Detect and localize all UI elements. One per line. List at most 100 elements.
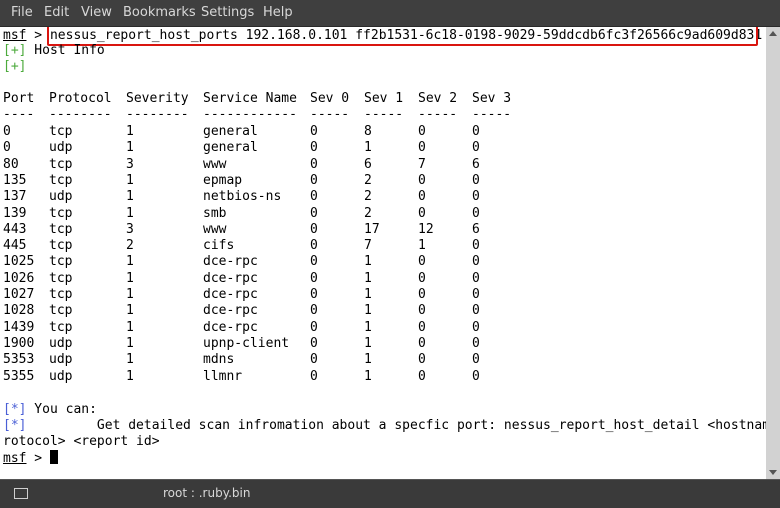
cell-protocol: tcp xyxy=(49,319,73,335)
cell-sev1: Sev 1 xyxy=(364,91,404,106)
menu-settings[interactable]: Settings xyxy=(201,5,255,20)
cell-sev1: 1 xyxy=(364,319,372,335)
cell-protocol: udp xyxy=(49,189,73,205)
cell-protocol: tcp xyxy=(49,124,73,139)
cell-sev2: 0 xyxy=(418,124,426,139)
help-line-3: rotocol> <report id> xyxy=(3,434,160,450)
cell-protocol: udp xyxy=(49,140,73,156)
cell-service-name: dce-rpc xyxy=(203,319,258,335)
cell-sev1: 8 xyxy=(364,124,372,139)
terminal-output[interactable]: msf > nessus_report_host_ports 192.168.0… xyxy=(0,27,766,479)
cell-sev1: 1 xyxy=(364,270,372,286)
cell-severity: 3 xyxy=(126,221,134,237)
cell-sev0: 0 xyxy=(310,124,318,139)
cell-service-name: ------------ xyxy=(203,107,297,122)
host-info-text: Host Info xyxy=(26,43,105,58)
cell-sev2: 7 xyxy=(418,156,426,172)
taskbar-window-title[interactable]: root : .ruby.bin xyxy=(163,486,251,500)
cell-sev0: 0 xyxy=(310,172,318,188)
info-marker: [*] xyxy=(3,402,27,417)
prompt-symbol: > xyxy=(26,28,50,43)
cell-sev3: 6 xyxy=(472,156,480,172)
cell-protocol: udp xyxy=(49,368,73,384)
cell-sev0: 0 xyxy=(310,205,318,221)
cell-service-name: netbios-ns xyxy=(203,189,282,205)
current-prompt-line: msf > xyxy=(3,450,58,466)
cell-severity: 2 xyxy=(126,238,134,254)
cell-service-name: general xyxy=(203,124,258,139)
cell-sev2: ----- xyxy=(418,107,458,122)
terminal-icon[interactable] xyxy=(14,488,28,499)
help-you-can: You can: xyxy=(26,402,97,417)
cell-sev2: 0 xyxy=(418,352,426,368)
cell-service-name: epmap xyxy=(203,172,243,188)
cell-port: 0 xyxy=(3,140,11,156)
menu-file[interactable]: File xyxy=(11,5,33,20)
cell-service-name: mdns xyxy=(203,352,235,368)
cell-sev2: 0 xyxy=(418,205,426,221)
cell-sev1: 1 xyxy=(364,140,372,156)
command-highlight-box xyxy=(47,27,758,46)
cell-sev2: 0 xyxy=(418,189,426,205)
cell-severity: 1 xyxy=(126,140,134,156)
cell-sev1: 2 xyxy=(364,189,372,205)
cell-sev3: 0 xyxy=(472,303,480,319)
cell-sev3: 0 xyxy=(472,172,480,188)
cell-sev2: 0 xyxy=(418,368,426,384)
cell-port: 1900 xyxy=(3,335,35,351)
cell-sev1: 1 xyxy=(364,254,372,270)
cell-sev1: 1 xyxy=(364,335,372,351)
cell-sev2: 0 xyxy=(418,140,426,156)
cell-protocol: tcp xyxy=(49,156,73,172)
host-info-line: [+] Host Info xyxy=(3,43,105,59)
cell-sev3: 0 xyxy=(472,238,480,254)
cell-service-name: general xyxy=(203,140,258,156)
cell-sev0: 0 xyxy=(310,303,318,319)
cell-sev3: 0 xyxy=(472,368,480,384)
cell-sev3: 0 xyxy=(472,205,480,221)
cell-protocol: tcp xyxy=(49,238,73,254)
menu-view[interactable]: View xyxy=(81,5,112,20)
cell-sev2: 1 xyxy=(418,238,426,254)
info-marker: [*] xyxy=(3,418,27,433)
success-marker: [+] xyxy=(3,43,27,58)
menu-bookmarks[interactable]: Bookmarks xyxy=(123,5,196,20)
cell-protocol: tcp xyxy=(49,287,73,302)
cell-sev2: 0 xyxy=(418,303,426,319)
command-text: nessus_report_host_ports 192.168.0.101 f… xyxy=(49,28,763,43)
cell-sev0: ----- xyxy=(310,107,350,122)
cell-service-name: llmnr xyxy=(203,368,243,384)
cell-sev1: 1 xyxy=(364,287,372,302)
cell-protocol: tcp xyxy=(49,303,73,319)
cell-sev2: 0 xyxy=(418,270,426,286)
cell-sev2: Sev 2 xyxy=(418,91,458,106)
menu-bar: File Edit View Bookmarks Settings Help xyxy=(0,0,780,27)
cell-severity: 1 xyxy=(126,319,134,335)
scroll-down-arrow-icon[interactable] xyxy=(769,470,777,475)
cell-severity: 1 xyxy=(126,189,134,205)
cell-sev0: 0 xyxy=(310,287,318,302)
cell-service-name: cifs xyxy=(203,238,235,254)
cell-port: 445 xyxy=(3,238,27,254)
text-cursor xyxy=(49,450,58,464)
scroll-up-arrow-icon[interactable] xyxy=(769,31,777,36)
cell-port: 0 xyxy=(3,124,11,139)
cell-severity: 1 xyxy=(126,368,134,384)
menu-edit[interactable]: Edit xyxy=(44,5,70,20)
help-detail-continued: rotocol> <report id> xyxy=(3,434,160,449)
cell-sev1: 6 xyxy=(364,156,372,172)
cell-port: 1439 xyxy=(3,319,35,335)
cell-sev1: 1 xyxy=(364,352,372,368)
menu-help[interactable]: Help xyxy=(263,5,293,20)
cell-protocol: udp xyxy=(49,335,73,351)
cell-service-name: upnp-client xyxy=(203,335,290,351)
cell-sev1: 1 xyxy=(364,303,372,319)
cell-port: 1025 xyxy=(3,254,35,270)
cell-severity: 1 xyxy=(126,352,134,368)
prompt-name: msf xyxy=(3,451,27,466)
vertical-scrollbar[interactable] xyxy=(766,27,780,479)
cell-severity: 1 xyxy=(126,303,134,319)
cell-sev3: 0 xyxy=(472,335,480,351)
cell-severity: 1 xyxy=(126,270,134,286)
cell-sev2: 0 xyxy=(418,287,426,302)
